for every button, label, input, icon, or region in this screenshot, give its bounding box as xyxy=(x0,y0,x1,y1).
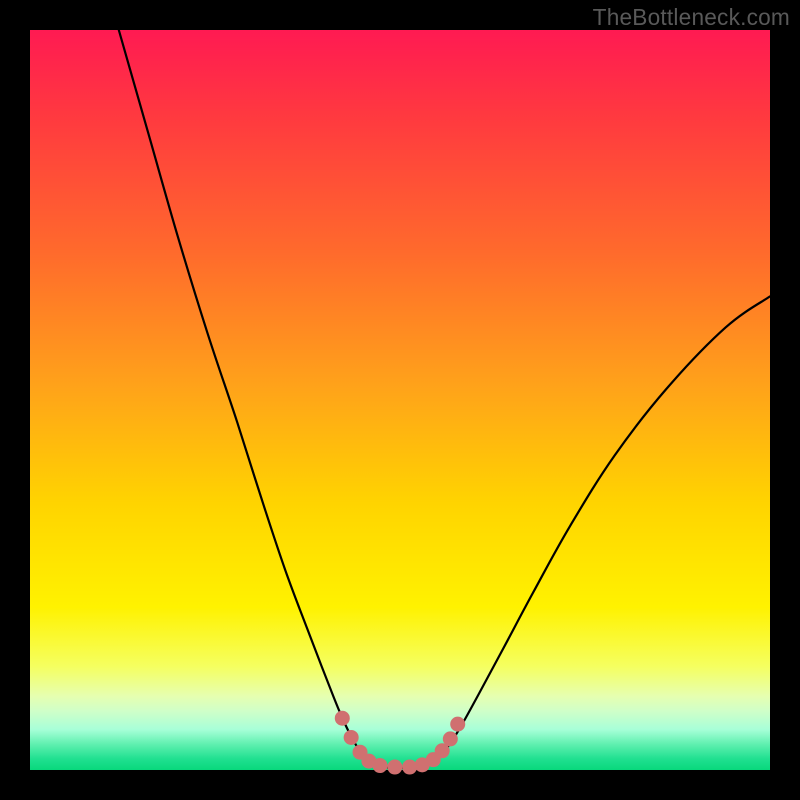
curve-marker xyxy=(402,760,417,775)
curve-marker xyxy=(373,758,388,773)
curve-marker xyxy=(450,717,465,732)
chart-stage: TheBottleneck.com xyxy=(0,0,800,800)
curve-marker xyxy=(387,760,402,775)
plot-background xyxy=(30,30,770,770)
curve-marker xyxy=(443,731,458,746)
bottleneck-chart xyxy=(0,0,800,800)
plot-frame xyxy=(770,0,800,800)
curve-marker xyxy=(335,711,350,726)
watermark-label: TheBottleneck.com xyxy=(593,4,790,31)
plot-frame xyxy=(0,0,30,800)
plot-frame xyxy=(0,770,800,800)
curve-marker xyxy=(344,730,359,745)
